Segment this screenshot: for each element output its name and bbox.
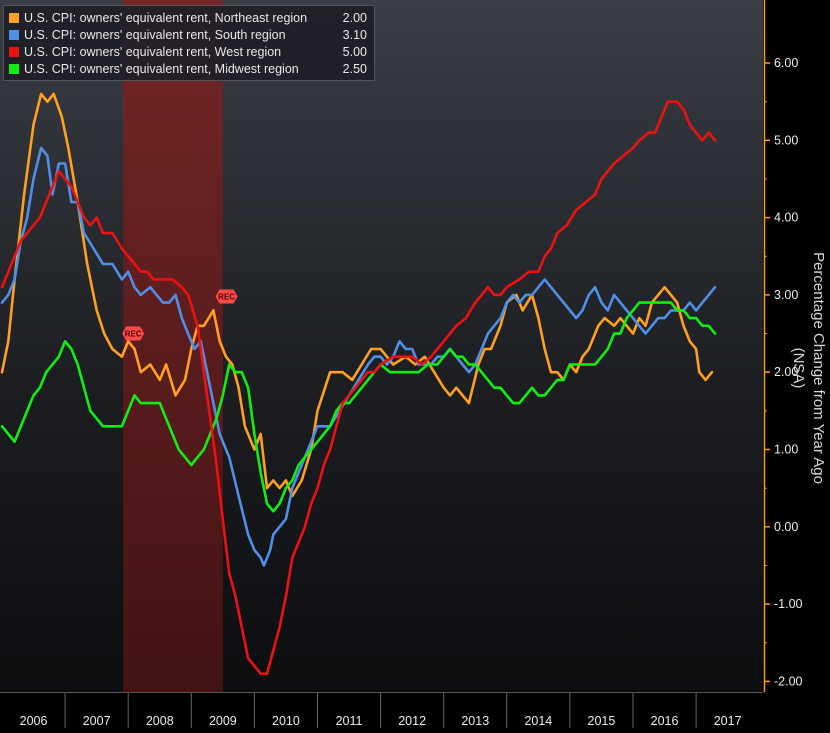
legend-series-value: 2.50 bbox=[342, 62, 367, 76]
x-tick-label: 2008 bbox=[146, 714, 174, 728]
x-tick-label: 2007 bbox=[83, 714, 111, 728]
y-tick-label: 5.00 bbox=[774, 133, 798, 147]
recession-marker-label: REC bbox=[125, 330, 142, 339]
legend-series-value: 5.00 bbox=[342, 45, 367, 59]
y-tick-label: 6.00 bbox=[774, 56, 798, 70]
x-axis-band bbox=[0, 692, 830, 728]
legend-series-name: U.S. CPI: owners' equivalent rent, South… bbox=[24, 28, 286, 42]
y-axis-label: Percentage Change from Year Ago (NSA) bbox=[790, 252, 827, 484]
legend-series-name: U.S. CPI: owners' equivalent rent, Midwe… bbox=[24, 62, 299, 76]
legend-swatch bbox=[9, 30, 19, 40]
plot-background bbox=[0, 0, 763, 692]
y-tick-label: 1.00 bbox=[774, 443, 798, 457]
legend-series-name: U.S. CPI: owners' equivalent rent, West … bbox=[24, 45, 282, 59]
y-tick-label: -2.00 bbox=[774, 674, 803, 688]
series-line-northeast bbox=[0, 92, 714, 498]
series-line-midwest bbox=[0, 301, 717, 513]
y-tick-label: 4.00 bbox=[774, 211, 798, 225]
x-tick-label: 2010 bbox=[272, 714, 300, 728]
series-layer bbox=[0, 92, 717, 675]
legend-swatch bbox=[9, 64, 19, 74]
legend-item-midwest[interactable]: U.S. CPI: owners' equivalent rent, Midwe… bbox=[9, 61, 371, 77]
x-tick-label: 2006 bbox=[20, 714, 48, 728]
recession-marker: REC bbox=[215, 289, 238, 304]
recession-band bbox=[123, 0, 223, 692]
x-tick-label: 2016 bbox=[651, 714, 679, 728]
legend-swatch bbox=[9, 13, 19, 23]
legend-item-west[interactable]: U.S. CPI: owners' equivalent rent, West … bbox=[9, 44, 371, 60]
x-tick-label: 2012 bbox=[398, 714, 426, 728]
legend-series-name: U.S. CPI: owners' equivalent rent, North… bbox=[24, 11, 308, 25]
y-tick-label: -1.00 bbox=[774, 597, 803, 611]
x-tick-label: 2015 bbox=[588, 714, 616, 728]
y-tick-label: 2.00 bbox=[774, 365, 798, 379]
legend-item-northeast[interactable]: U.S. CPI: owners' equivalent rent, North… bbox=[9, 10, 371, 26]
recession-marker: REC bbox=[122, 326, 145, 341]
series-line-south bbox=[0, 146, 717, 567]
legend: U.S. CPI: owners' equivalent rent, North… bbox=[3, 5, 375, 81]
x-axis: 2006 2007 2008 2009 2010 2011 2012 2013 2014 2015… bbox=[0, 692, 764, 728]
x-tick-label: 2017 bbox=[714, 714, 742, 728]
series-line-west bbox=[0, 100, 717, 675]
recession-markers: REC REC bbox=[122, 289, 238, 341]
y-axis: 6.00 5.00 4.00 3.00 2.00 1.00 0.00 -1.00 -2.00 bbox=[764, 56, 803, 688]
right-panel-background bbox=[763, 0, 830, 692]
y-tick-label: 0.00 bbox=[774, 520, 798, 534]
legend-series-value: 2.00 bbox=[342, 11, 367, 25]
legend-item-south[interactable]: U.S. CPI: owners' equivalent rent, South… bbox=[9, 27, 371, 43]
x-tick-label: 2011 bbox=[336, 714, 363, 728]
x-tick-label: 2009 bbox=[209, 714, 237, 728]
recession-marker-shape bbox=[122, 326, 145, 341]
legend-series-value: 3.10 bbox=[342, 28, 367, 42]
recession-marker-label: REC bbox=[218, 292, 235, 301]
y-tick-label: 3.00 bbox=[774, 288, 798, 302]
recession-marker-shape bbox=[215, 289, 238, 304]
legend-swatch bbox=[9, 47, 19, 57]
x-tick-label: 2013 bbox=[461, 714, 489, 728]
x-tick-label: 2014 bbox=[524, 714, 552, 728]
